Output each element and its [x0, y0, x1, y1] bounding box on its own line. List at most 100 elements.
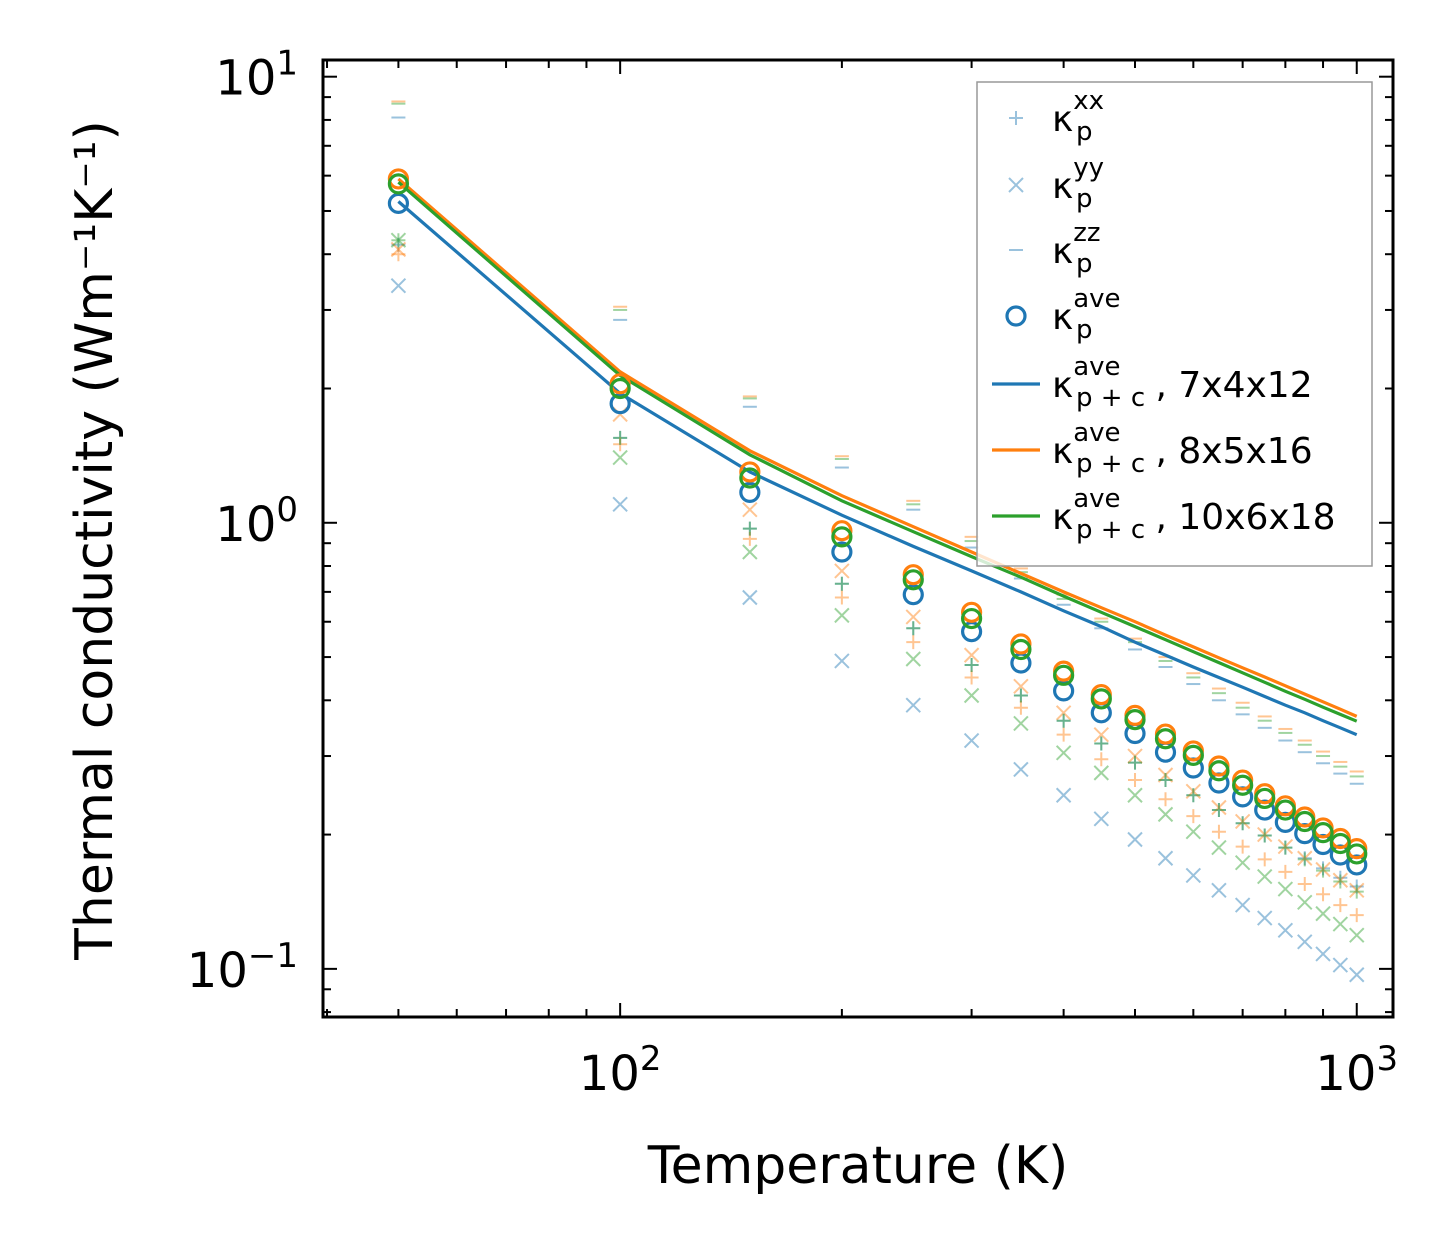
legend-subscript: p + c: [1076, 383, 1145, 413]
legend-suffix: , 10x6x18: [1156, 497, 1336, 538]
marker-kyy-7x4x12: [1185, 867, 1202, 884]
marker-kxx-7x4x12: [1316, 861, 1331, 876]
marker-kyy-10x6x18: [1185, 823, 1202, 840]
marker-kyy-10x6x18: [1297, 894, 1313, 911]
marker-kyy-7x4x12: [963, 732, 980, 749]
marker-kyy-7x4x12: [1093, 811, 1110, 827]
legend-label: κyy: [1052, 153, 1104, 207]
legend-subscript: p: [1076, 184, 1093, 214]
marker-kyy-10x6x18: [742, 544, 758, 560]
legend-subscript: p + c: [1076, 515, 1145, 545]
marker-kave-10x6x18: [1182, 744, 1204, 766]
marker-kxx-7x4x12: [742, 521, 757, 536]
marker-kxx-10x6x18: [1297, 852, 1312, 867]
marker-kxx-8x5x16: [906, 635, 921, 650]
marker-kyy-7x4x12: [1013, 761, 1029, 778]
legend-symbol: κ: [1052, 297, 1073, 338]
marker-kxx-7x4x12: [1056, 713, 1071, 728]
marker-kyy-7x4x12: [612, 496, 628, 513]
marker-kxx-10x6x18: [613, 430, 628, 445]
marker-kxx-8x5x16: [1235, 839, 1250, 854]
marker-kxx-8x5x16: [1186, 809, 1201, 824]
marker-kyy-8x5x16: [1257, 826, 1273, 843]
marker-kyy-8x5x16: [834, 563, 850, 579]
marker-kxx-10x6x18: [742, 521, 757, 536]
marker-kxx-10x6x18: [1128, 755, 1143, 770]
marker-kave-8x5x16: [739, 461, 761, 483]
marker-kxx-8x5x16: [1128, 773, 1143, 788]
legend-label: κzz: [1052, 218, 1101, 272]
marker-kyy-7x4x12: [1297, 934, 1313, 950]
series-components-10x6x18: [390, 102, 1365, 943]
legend-subscript: p: [1076, 249, 1093, 279]
x-tick-label: 103: [1315, 1039, 1398, 1102]
legend-label: κave: [1052, 284, 1121, 338]
marker-kxx-10x6x18: [1158, 773, 1173, 788]
marker-kave-10x6x18: [1010, 638, 1032, 661]
marker-kxx-10x6x18: [1186, 788, 1201, 803]
plot-frame: [321, 58, 1395, 1019]
legend-suffix: , 7x4x12: [1156, 365, 1313, 406]
marker-kyy-8x5x16: [1055, 705, 1072, 721]
marker-kyy-10x6x18: [963, 687, 980, 704]
marker-kyy-8x5x16: [1297, 850, 1313, 866]
marker-kyy-8x5x16: [905, 609, 921, 625]
marker-kxx-8x5x16: [1257, 852, 1272, 867]
marker-kyy-7x4x12: [1157, 850, 1174, 866]
marker-kave-10x6x18: [1154, 728, 1177, 750]
legend-superscript: ave: [1073, 352, 1120, 382]
marker-kyy-10x6x18: [1013, 715, 1029, 732]
legend-symbol: κ: [1052, 431, 1073, 472]
marker-kyy-8x5x16: [1277, 838, 1294, 855]
marker-kyy-10x6x18: [1093, 765, 1110, 781]
marker-kxx-10x6x18: [1333, 874, 1348, 889]
marker-kave-7x4x12: [739, 481, 761, 503]
legend-marker-cross: [1008, 177, 1024, 193]
marker-kave-10x6x18: [1274, 799, 1296, 821]
y-tick-label-base: 10: [187, 943, 248, 999]
marker-kxx-8x5x16: [1333, 898, 1348, 913]
marker-kxx-7x4x12: [1158, 773, 1173, 788]
y-tick-label-base: 10: [215, 51, 276, 107]
legend-superscript: zz: [1073, 218, 1100, 248]
marker-kave-10x6x18: [1053, 664, 1075, 686]
y-tick-label-exp: −1: [248, 936, 298, 976]
marker-kxx-7x4x12: [1235, 816, 1250, 831]
marker-kyy-8x5x16: [1349, 882, 1365, 899]
marker-kxx-7x4x12: [391, 237, 406, 252]
data-marks: [387, 100, 1368, 983]
marker-kave-7x4x12: [831, 541, 853, 563]
marker-kave-7x4x12: [902, 584, 924, 606]
marker-kxx-10x6x18: [1056, 713, 1071, 728]
marker-kave-10x6x18: [1312, 822, 1334, 844]
marker-kxx-7x4x12: [834, 576, 849, 591]
marker-kave-10x6x18: [1329, 832, 1351, 855]
plot-area: [387, 100, 1368, 983]
marker-kave-10x6x18: [739, 467, 761, 489]
marker-kyy-8x5x16: [1127, 748, 1143, 764]
marker-kyy-10x6x18: [1332, 916, 1349, 932]
marker-kxx-10x6x18: [1094, 736, 1109, 751]
marker-kyy-10x6x18: [612, 449, 628, 466]
marker-kxx-10x6x18: [1257, 828, 1272, 843]
marker-kave-10x6x18: [831, 526, 853, 548]
legend-symbol: κ: [1052, 497, 1073, 538]
marker-kave-7x4x12: [1346, 854, 1368, 876]
y-tick-label-exp: 0: [276, 490, 298, 530]
marker-kave-10x6x18: [387, 173, 410, 195]
legend-label: κave: [1052, 418, 1121, 472]
marker-kyy-10x6x18: [1234, 854, 1251, 871]
marker-kave-10x6x18: [1124, 709, 1146, 731]
marker-kyy-7x4x12: [390, 277, 407, 294]
y-tick-label: 10−1: [187, 936, 298, 999]
x-tick-label-base: 10: [1315, 1046, 1376, 1102]
marker-kyy-7x4x12: [1349, 967, 1365, 983]
marker-kyy-7x4x12: [1315, 946, 1331, 962]
marker-kyy-7x4x12: [1257, 910, 1273, 926]
marker-kxx-8x5x16: [1278, 864, 1293, 879]
